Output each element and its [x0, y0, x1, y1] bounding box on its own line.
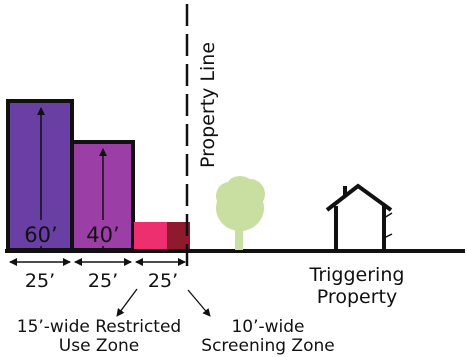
- screening-zone: [167, 222, 190, 249]
- height-label-40: 40’: [86, 223, 119, 247]
- triggering-property-label-line2: Property: [317, 286, 397, 308]
- width-label-3: 25’: [148, 270, 178, 292]
- restricted-zone-pointer: [116, 288, 138, 317]
- width-label-1: 25’: [25, 270, 55, 292]
- house-icon: [325, 183, 393, 249]
- property-line-label: Property Line: [197, 42, 219, 168]
- screening-zone-pointer: [187, 289, 211, 317]
- restricted-zone-label-line1: 15’-wide Restricted: [17, 317, 181, 337]
- height-label-60: 60’: [24, 223, 57, 247]
- screening-zone-label-line2: Screening Zone: [201, 336, 334, 356]
- restricted-use-zone: [134, 222, 167, 249]
- restricted-zone-label-line2: Use Zone: [59, 336, 139, 356]
- tree-icon: [216, 176, 265, 250]
- screening-zone-label-line1: 10’-wide: [231, 317, 304, 337]
- triggering-property-label-line1: Triggering: [309, 264, 405, 286]
- width-label-2: 25’: [88, 270, 118, 292]
